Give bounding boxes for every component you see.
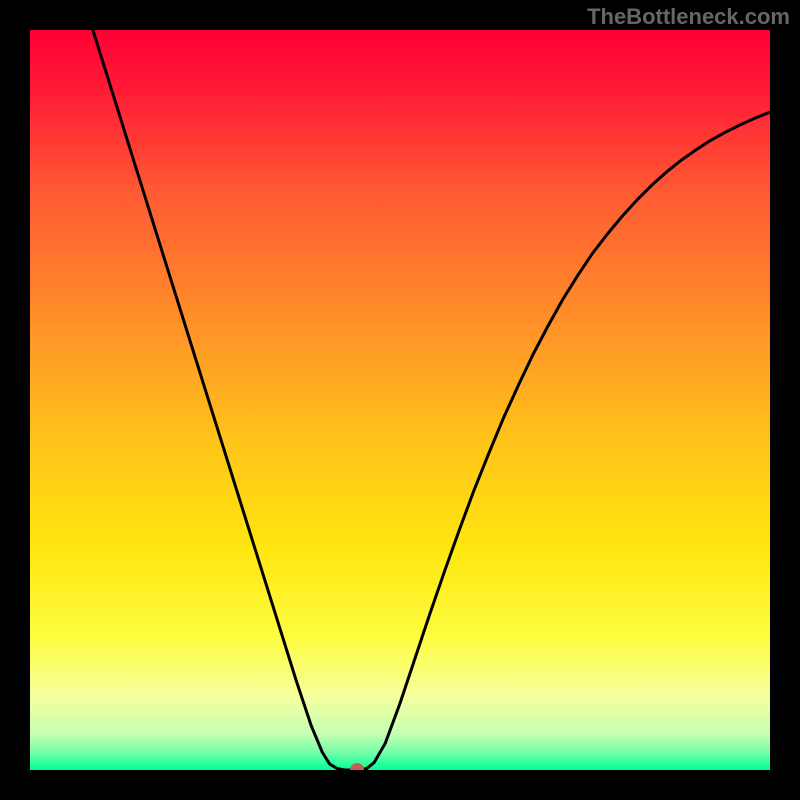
chart-svg (30, 30, 770, 770)
min-marker (350, 763, 364, 770)
plot-area (30, 30, 770, 770)
bottleneck-curve (93, 30, 770, 770)
watermark-text: TheBottleneck.com (587, 4, 790, 30)
